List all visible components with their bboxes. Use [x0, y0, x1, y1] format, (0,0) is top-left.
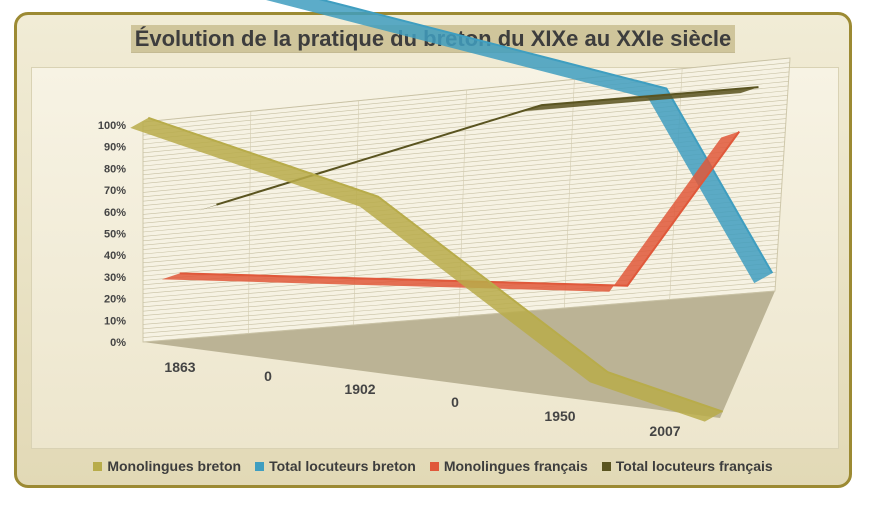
x-tick-label: 0 [264, 368, 272, 384]
gridline-vertical [564, 79, 575, 309]
gridline-vertical [353, 100, 359, 326]
legend-swatch [93, 461, 103, 471]
legend-label: Monolingues français [443, 458, 588, 474]
legend: Monolingues breton Total locuteurs breton… [17, 458, 849, 474]
gridline-vertical [669, 68, 683, 300]
legend-item: Total locuteurs breton [255, 458, 416, 474]
y-tick-label: 100% [98, 120, 126, 132]
x-tick-label: 1902 [344, 381, 375, 397]
y-tick-label: 80% [104, 163, 126, 175]
y-tick-label: 20% [104, 294, 126, 306]
legend-swatch [601, 461, 611, 471]
y-tick-label: 70% [104, 185, 126, 197]
x-tick-label: 2007 [649, 423, 680, 439]
legend-item: Monolingues français [429, 458, 588, 474]
legend-label: Total locuteurs français [615, 458, 773, 474]
series-ribbon-2 [161, 131, 740, 292]
series-line-1 [318, 0, 774, 274]
legend-swatch [429, 461, 439, 471]
y-tick-label: 0% [110, 337, 126, 349]
series-line-0 [147, 116, 724, 413]
gridline-vertical [248, 111, 252, 334]
legend-label: Total locuteurs breton [269, 458, 416, 474]
y-tick-label: 40% [104, 250, 126, 262]
legend-label: Monolingues breton [107, 458, 242, 474]
legend-item: Total locuteurs français [601, 458, 773, 474]
y-tick-label: 10% [104, 315, 126, 327]
y-tick-label: 30% [104, 272, 126, 284]
y-tick-label: 60% [104, 207, 126, 219]
x-tick-label: 0 [451, 394, 459, 410]
x-tick-label: 1950 [544, 408, 575, 424]
x-tick-label: 1863 [164, 359, 195, 375]
legend-swatch [255, 461, 265, 471]
legend-item: Monolingues breton [93, 458, 241, 474]
y-tick-label: 50% [104, 229, 126, 241]
series-ribbon-1 [266, 0, 773, 284]
y-tick-label: 90% [104, 142, 126, 154]
